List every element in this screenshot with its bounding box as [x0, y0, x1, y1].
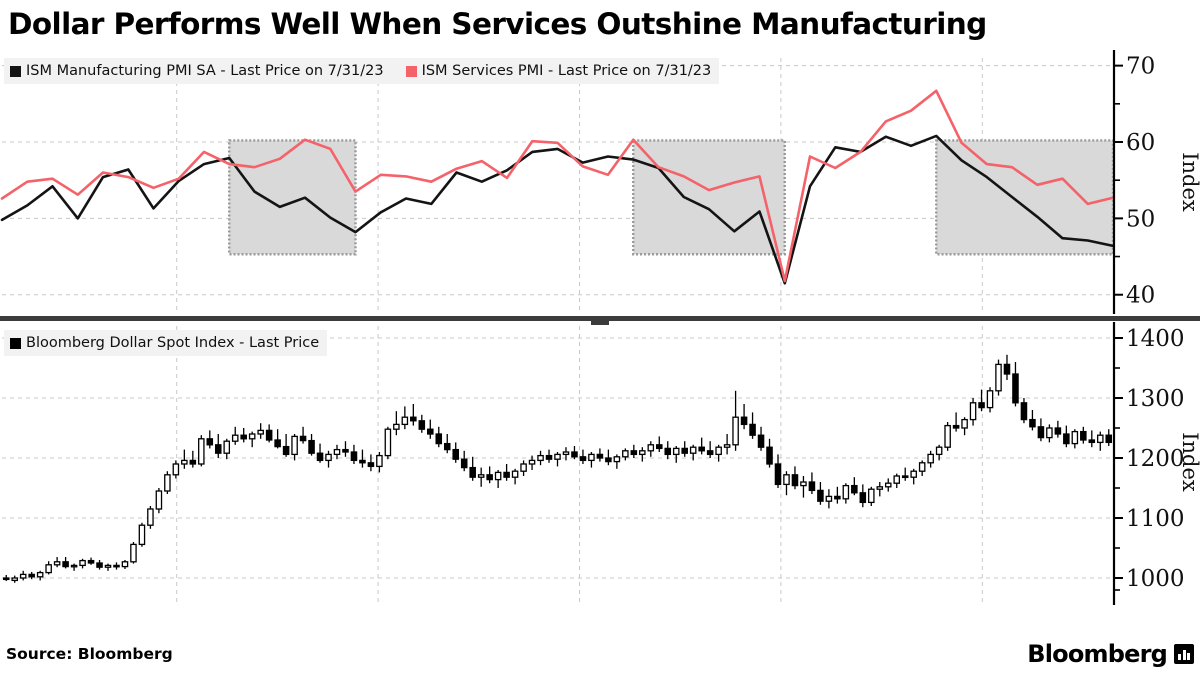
legend-swatch-icon: [10, 66, 21, 77]
bloomberg-logo-icon: [1174, 644, 1194, 664]
legend-swatch-icon: [10, 338, 21, 349]
legend-top-panel: ISM Manufacturing PMI SA - Last Price on…: [4, 58, 719, 84]
page-title: Dollar Performs Well When Services Outsh…: [8, 2, 1193, 46]
svg-text:70: 70: [1126, 54, 1155, 80]
legend-entry: ISM Services PMI - Last Price on 7/31/23: [406, 63, 712, 79]
legend-label: Bloomberg Dollar Spot Index - Last Price: [26, 335, 319, 351]
legend-label: ISM Manufacturing PMI SA - Last Price on…: [26, 63, 384, 79]
chart-plot-area: 7060504014001300120011001000201320142015…: [0, 48, 1200, 605]
chart-canvas: 7060504014001300120011001000201320142015…: [0, 48, 1200, 605]
svg-text:1400: 1400: [1126, 326, 1185, 352]
svg-text:1200: 1200: [1126, 446, 1185, 472]
legend-bottom-panel: Bloomberg Dollar Spot Index - Last Price: [4, 330, 327, 356]
legend-swatch-icon: [406, 66, 417, 77]
y-axis-label-top: Index: [1178, 152, 1200, 212]
svg-text:50: 50: [1126, 206, 1155, 232]
legend-label: ISM Services PMI - Last Price on 7/31/23: [422, 63, 712, 79]
legend-entry: ISM Manufacturing PMI SA - Last Price on…: [10, 63, 384, 79]
svg-text:1300: 1300: [1126, 386, 1185, 412]
bloomberg-brand: Bloomberg: [1027, 640, 1194, 668]
y-axis-label-bottom: Index: [1178, 432, 1200, 492]
svg-text:40: 40: [1126, 283, 1155, 309]
brand-wordmark: Bloomberg: [1027, 640, 1167, 668]
legend-entry: Bloomberg Dollar Spot Index - Last Price: [10, 335, 319, 351]
svg-text:1000: 1000: [1126, 566, 1185, 592]
svg-text:60: 60: [1126, 130, 1155, 156]
svg-text:1100: 1100: [1126, 506, 1185, 532]
source-text: Source: Bloomberg: [6, 645, 173, 663]
